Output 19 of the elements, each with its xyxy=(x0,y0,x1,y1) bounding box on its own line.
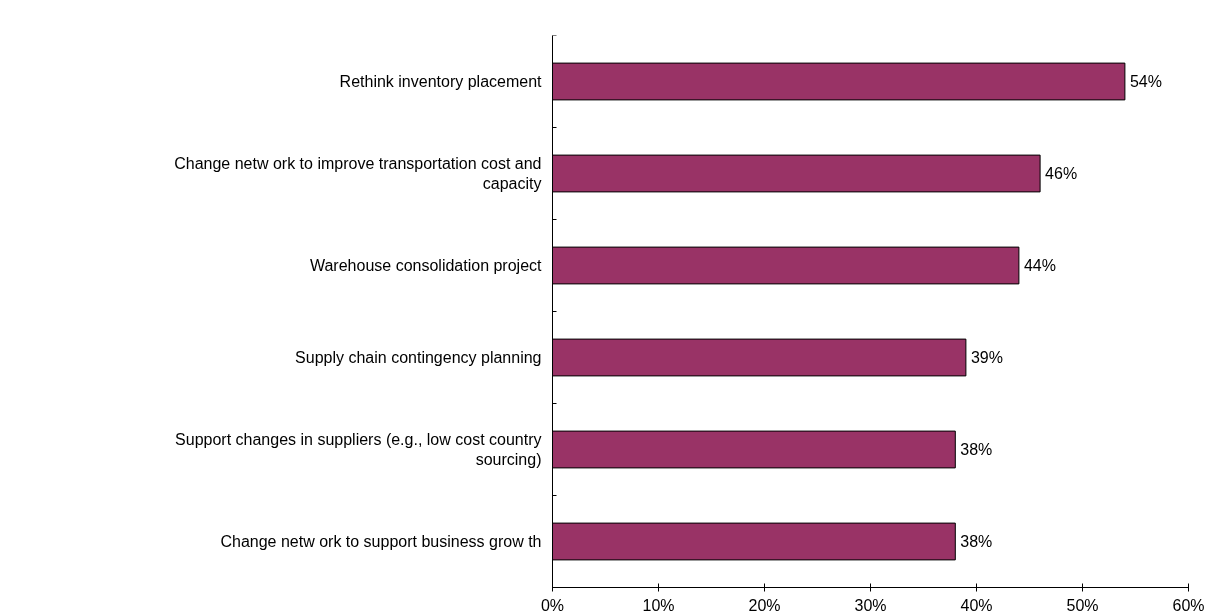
data-label: 38% xyxy=(960,441,993,458)
data-label: 38% xyxy=(960,533,993,550)
y-tick-label: Support changes in suppliers (e.g., low cost country sourcing) xyxy=(175,430,542,469)
x-tick-label: 60% xyxy=(1172,596,1205,614)
x-tick-label: 50% xyxy=(1066,596,1099,614)
data-label: 44% xyxy=(1023,257,1056,274)
y-tick-label: Change netw ork to improve transportation cost and capacity xyxy=(174,154,542,193)
y-tick-label: Warehouse consolidation project xyxy=(309,257,543,274)
y-tick-label: Supply chain contingency planning xyxy=(295,349,542,366)
data-label: 54% xyxy=(1129,73,1162,90)
x-tick-label: 0% xyxy=(540,596,565,614)
x-tick-label: 20% xyxy=(748,596,781,614)
y-tick-label: Change netw ork to support business grow th xyxy=(220,533,542,550)
y-tick-label: Rethink inventory placement xyxy=(339,73,543,90)
data-label: 39% xyxy=(970,349,1003,366)
x-tick-label: 30% xyxy=(854,596,887,614)
x-tick-label: 10% xyxy=(642,596,675,614)
x-tick-label: 40% xyxy=(960,596,993,614)
data-label: 46% xyxy=(1045,165,1078,182)
